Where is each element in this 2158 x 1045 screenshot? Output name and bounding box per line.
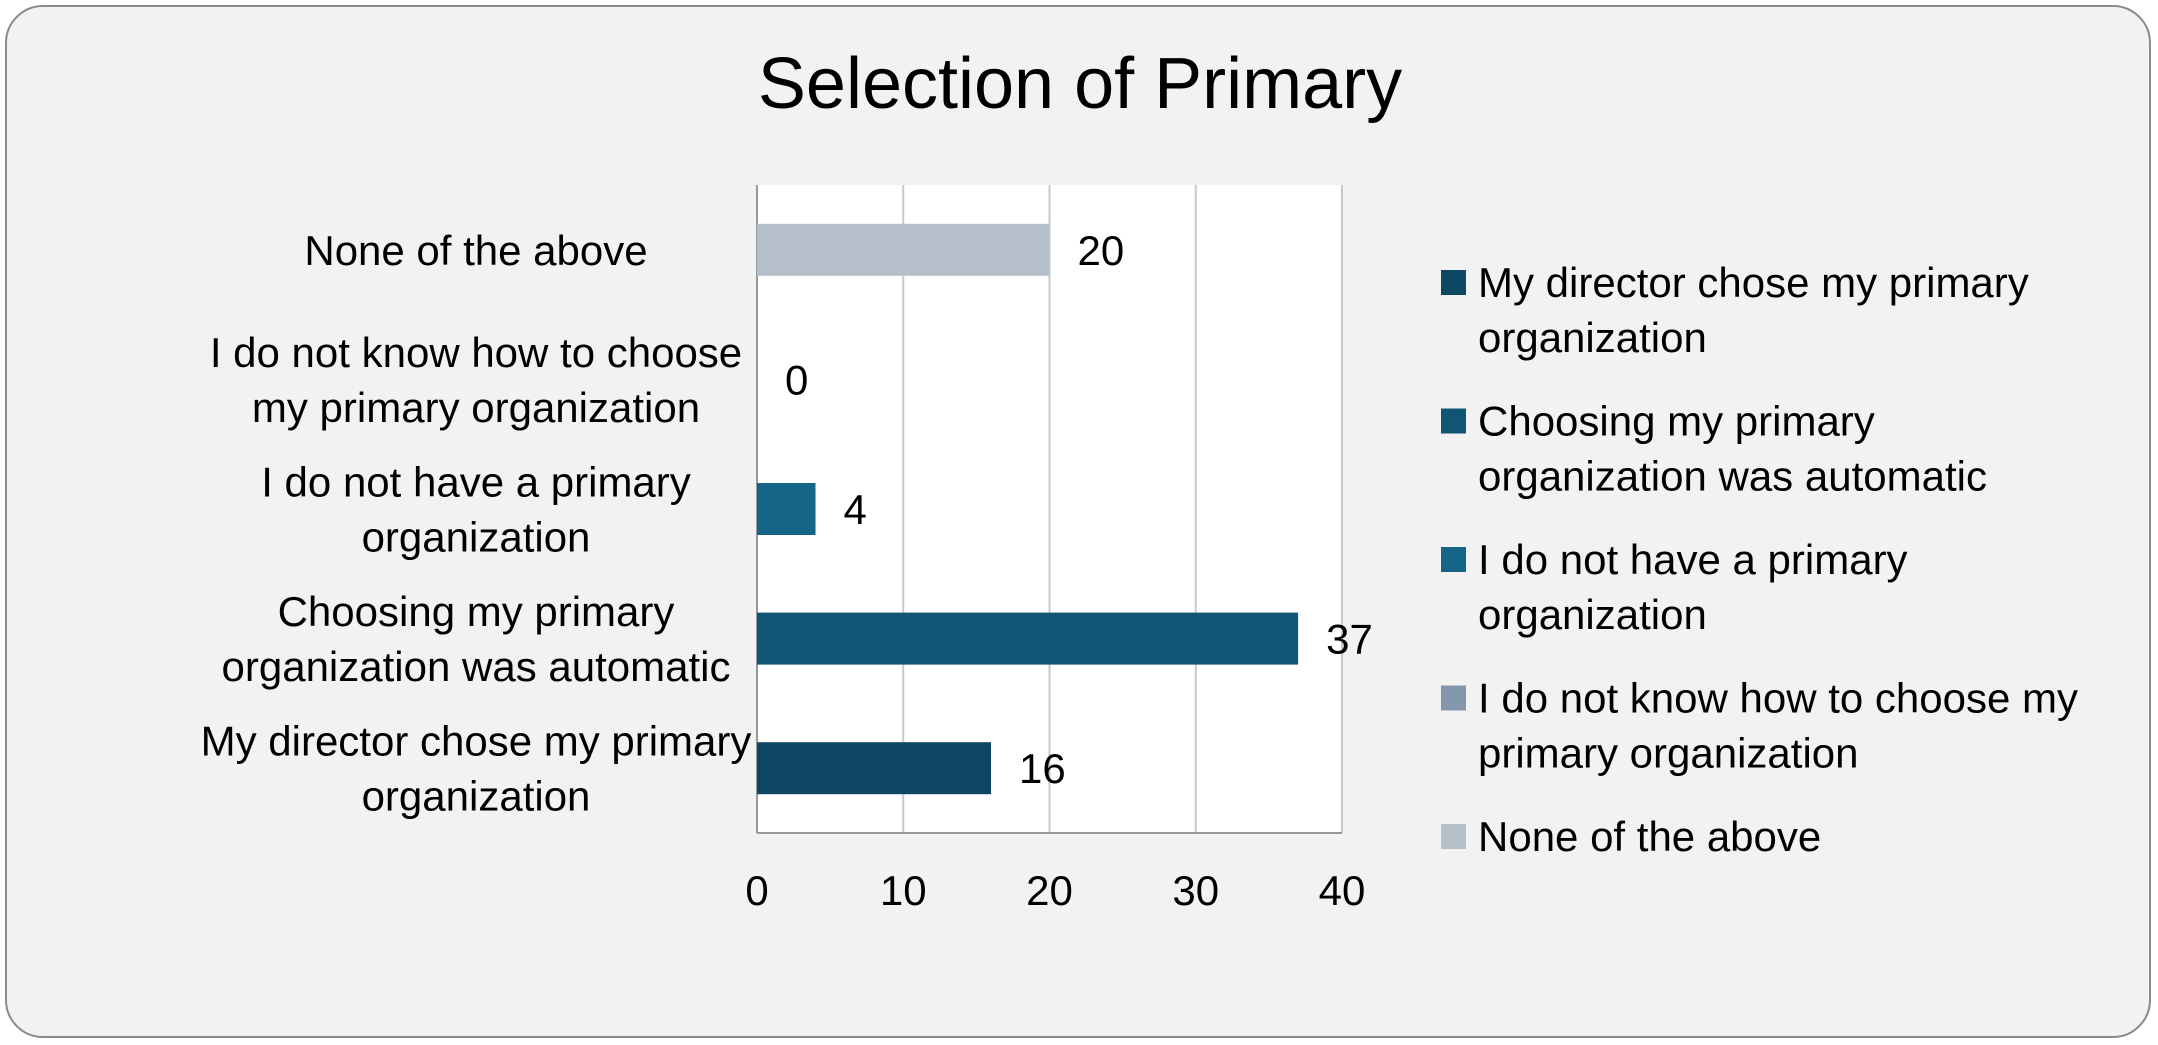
bar-layer: 16 37 4 0 20: [757, 223, 1373, 795]
x-axis-ticks: 0 10 20 30 40: [745, 867, 1365, 914]
category-label-line: None of the above: [304, 227, 647, 274]
legend-swatch: [1441, 270, 1466, 295]
legend-swatch: [1441, 547, 1466, 572]
data-label: 4: [844, 486, 867, 533]
category-label: I do not have a primary organization: [261, 459, 691, 561]
category-label-line: organization: [362, 773, 591, 820]
legend-label-line: organization was automatic: [1478, 453, 1987, 500]
legend-item[interactable]: I do not have a primary organization: [1441, 536, 1908, 638]
legend-label: I do not know how to choose my primary or…: [1478, 675, 2078, 777]
category-label: I do not know how to choose my primary or…: [210, 329, 742, 431]
category-label-line: organization was automatic: [222, 643, 731, 690]
legend-item[interactable]: Choosing my primary organization was auto…: [1441, 398, 1987, 500]
category-label-line: organization: [362, 514, 591, 561]
category-label: None of the above: [304, 227, 647, 274]
x-tick-label: 10: [880, 867, 927, 914]
legend-label-line: organization: [1478, 591, 1707, 638]
legend-swatch: [1441, 685, 1466, 711]
legend-label-line: None of the above: [1478, 813, 1821, 860]
legend[interactable]: My director chose my primary organization…: [1441, 259, 2078, 860]
legend-label-line: I do not have a primary: [1478, 536, 1908, 583]
category-label-line: my primary organization: [252, 384, 700, 431]
x-tick-label: 0: [745, 867, 768, 914]
data-label: 37: [1326, 616, 1373, 663]
data-label: 16: [1019, 745, 1066, 792]
category-label: Choosing my primary organization was auto…: [222, 588, 731, 690]
x-tick-label: 30: [1172, 867, 1219, 914]
legend-swatch: [1441, 408, 1466, 434]
legend-label: I do not have a primary organization: [1478, 536, 1908, 638]
x-tick-label: 40: [1319, 867, 1366, 914]
legend-label: My director chose my primary organization: [1478, 259, 2029, 361]
bar: [757, 742, 991, 795]
legend-label: None of the above: [1478, 813, 1821, 860]
category-label: My director chose my primary organization: [201, 718, 752, 820]
legend-label-line: I do not know how to choose my: [1478, 675, 2078, 722]
category-label-line: Choosing my primary: [278, 588, 675, 635]
legend-label-line: primary organization: [1478, 730, 1859, 777]
legend-label: Choosing my primary organization was auto…: [1478, 398, 1987, 500]
bar: [757, 483, 816, 535]
data-label: 20: [1078, 227, 1125, 274]
category-labels: My director chose my primary organization…: [201, 227, 752, 820]
legend-item[interactable]: My director chose my primary organization: [1441, 259, 2029, 361]
chart-title: Selection of Primary: [758, 44, 1402, 124]
category-label-line: I do not have a primary: [261, 459, 691, 506]
legend-swatch: [1441, 824, 1466, 849]
legend-item[interactable]: I do not know how to choose my primary or…: [1441, 675, 2078, 777]
legend-item[interactable]: None of the above: [1441, 813, 1821, 860]
data-label: 0: [785, 356, 808, 403]
bar: [757, 612, 1299, 665]
bar: [757, 223, 1050, 276]
legend-label-line: organization: [1478, 314, 1707, 361]
category-label-line: I do not know how to choose: [210, 329, 742, 376]
legend-label-line: My director chose my primary: [1478, 259, 2029, 306]
x-tick-label: 20: [1026, 867, 1073, 914]
legend-label-line: Choosing my primary: [1478, 398, 1875, 445]
category-label-line: My director chose my primary: [201, 718, 752, 765]
